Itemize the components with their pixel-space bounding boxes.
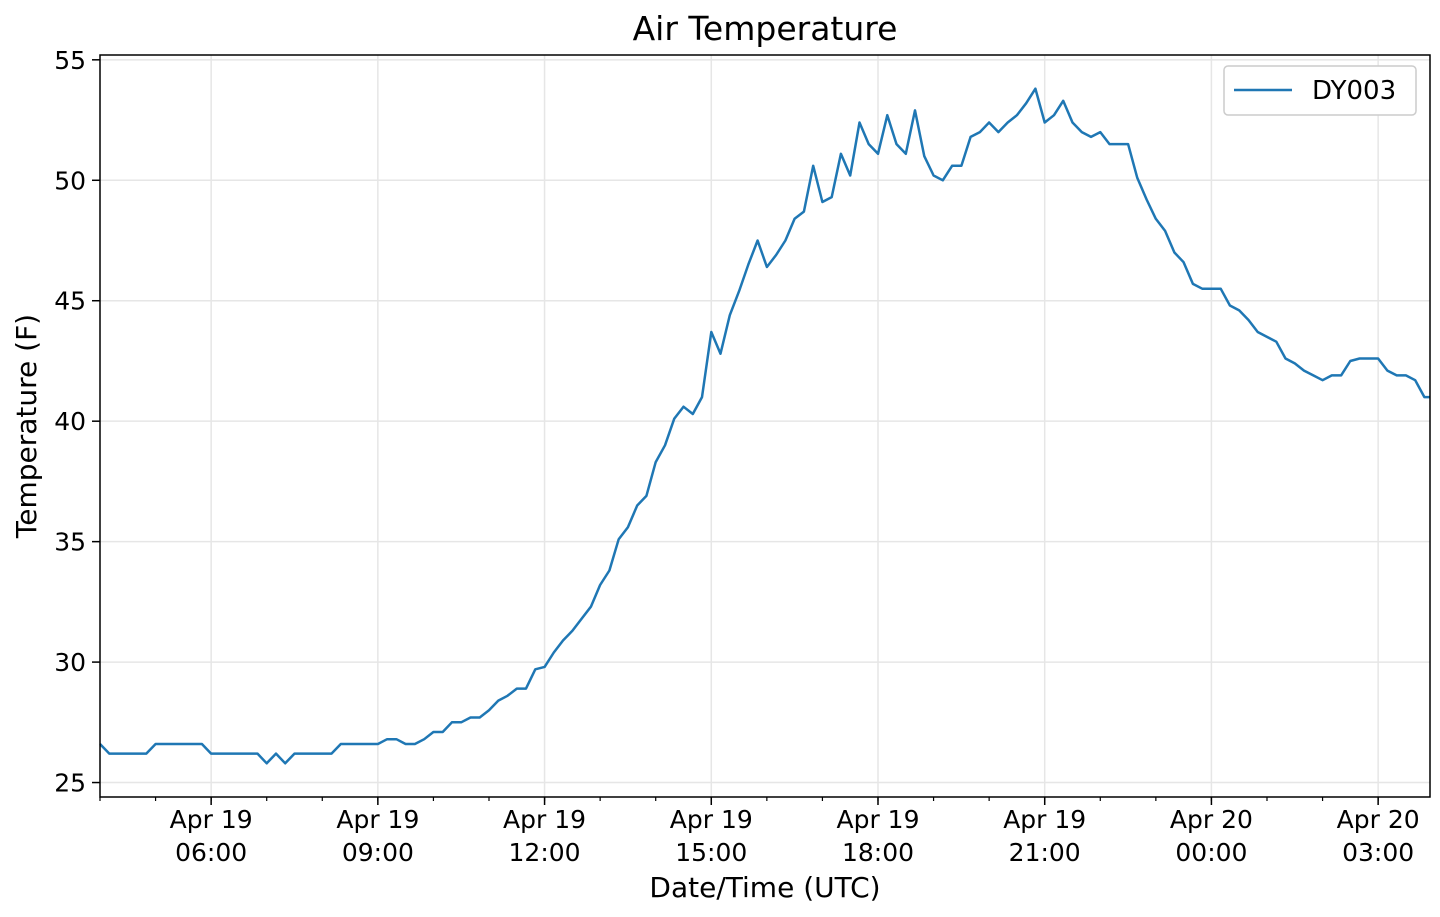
x-tick-label-time: 15:00 [675, 838, 747, 867]
x-tick-label-time: 21:00 [1009, 838, 1081, 867]
y-tick-label: 55 [54, 46, 86, 75]
x-tick-label-time: 03:00 [1342, 838, 1414, 867]
x-tick-label-date: Apr 20 [1170, 805, 1253, 834]
x-tick-label: Apr 19 15:00 [670, 805, 753, 867]
y-tick-label: 40 [54, 407, 86, 436]
y-tick-label: 30 [54, 648, 86, 677]
y-axis: 25 30 35 40 45 50 55 [54, 46, 100, 798]
legend-box [1223, 65, 1417, 116]
x-axis-label: Date/Time (UTC) [649, 871, 880, 904]
x-tick-label: Apr 19 18:00 [836, 805, 919, 867]
x-tick-label-date: Apr 19 [336, 805, 419, 834]
y-tick-label: 35 [54, 528, 86, 557]
legend-label: DY003 [1312, 76, 1396, 106]
grid-lines [100, 55, 1430, 797]
y-tick-label: 25 [54, 769, 86, 798]
y-tick-label: 50 [54, 166, 86, 195]
x-tick-label: Apr 20 03:00 [1337, 805, 1420, 867]
legend: DY003 [1223, 65, 1417, 116]
x-tick-label-date: Apr 19 [503, 805, 586, 834]
x-axis: Apr 19 06:00 Apr 19 09:00 Apr 19 12:00 Apr 19 1… [99, 797, 1420, 867]
x-tick-label-date: Apr 20 [1337, 805, 1420, 834]
x-tick-label-date: Apr 19 [836, 805, 919, 834]
y-axis-label: Temperature (F) [10, 314, 43, 539]
series-line-DY003 [99, 87, 1430, 765]
x-tick-label-time: 06:00 [175, 838, 247, 867]
x-tick-label-time: 18:00 [842, 838, 914, 867]
y-tick-label: 45 [54, 287, 86, 316]
chart-title: Air Temperature [633, 9, 898, 48]
plot-area [99, 87, 1430, 765]
x-tick-label: Apr 20 00:00 [1170, 805, 1253, 867]
x-tick-label-time: 09:00 [342, 838, 414, 867]
plot-frame [99, 54, 1431, 798]
x-tick-label-time: 00:00 [1175, 838, 1247, 867]
x-tick-label: Apr 19 09:00 [336, 805, 419, 867]
x-tick-label-date: Apr 19 [1003, 805, 1086, 834]
x-tick-label: Apr 19 06:00 [170, 805, 253, 867]
x-tick-label-date: Apr 19 [670, 805, 753, 834]
x-tick-label-date: Apr 19 [170, 805, 253, 834]
x-tick-label: Apr 19 12:00 [503, 805, 586, 867]
x-tick-label: Apr 19 21:00 [1003, 805, 1086, 867]
x-tick-label-time: 12:00 [509, 838, 581, 867]
